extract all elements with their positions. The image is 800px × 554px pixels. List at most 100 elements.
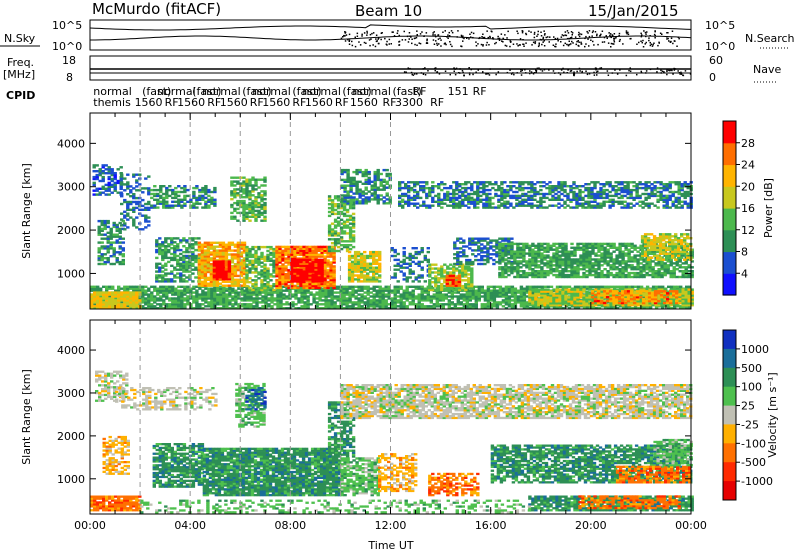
cpid-row2-label: themis xyxy=(93,96,131,109)
freq-unit: [MHz] xyxy=(3,68,35,81)
nsearch-tick-low: 10^0 xyxy=(705,40,735,53)
freq-panel: Freq. [MHz] 18 8 60 0 Nave xyxy=(3,54,781,84)
cpid-label: CPID xyxy=(6,89,35,102)
velocity-colorbar-cell xyxy=(723,386,736,407)
power-colorbar-tick: 4 xyxy=(741,267,748,280)
velocity-colorbar-cell xyxy=(723,462,736,482)
nsky-label: N.Sky xyxy=(4,32,36,45)
power-colorbar-cell xyxy=(723,186,736,209)
cpid-row2-label: 1560 xyxy=(177,96,205,109)
nave-tick-high: 60 xyxy=(709,54,723,67)
velocity-colorbar-cell xyxy=(723,367,736,388)
cpid-row2-label: RF xyxy=(165,96,179,109)
velocity-colorbar-tick: -1000 xyxy=(741,475,773,488)
cpid-row1-label: (fast) xyxy=(393,85,422,98)
cpid-row1-label: normal xyxy=(202,85,241,98)
nave-label: Nave xyxy=(753,63,781,76)
station-title: McMurdo (fitACF) xyxy=(92,0,221,18)
cpid-row2-label: RF xyxy=(250,96,264,109)
y-tick-label: 4000 xyxy=(57,137,85,150)
freq-tick-high: 18 xyxy=(62,54,76,67)
cpid-row2-label: RF xyxy=(430,96,444,109)
y-tick-label: 4000 xyxy=(57,344,85,357)
cpid-row2-label: 1560 xyxy=(262,96,290,109)
power-colorbar-tick: 24 xyxy=(741,159,755,172)
cpid-row2-label: RF xyxy=(382,96,396,109)
y-tick-label: 2000 xyxy=(57,430,85,443)
power-colorbar-tick: 8 xyxy=(741,246,748,259)
y-tick-label: 3000 xyxy=(57,181,85,194)
freq-tick-low: 8 xyxy=(66,71,73,84)
power-colorbar-cell xyxy=(723,121,736,144)
x-tick-label: 08:00 xyxy=(274,519,306,532)
freq-label: Freq. xyxy=(7,56,34,69)
cpid-row2-label: RF xyxy=(207,96,221,109)
velocity-panel: 1000 2000 3000 4000 00:00 04:00 08:00 12:00 16:… xyxy=(20,319,707,552)
power-panel: 1000 2000 3000 4000 Slant Range [km] xyxy=(20,112,694,310)
velocity-colorbar-cell xyxy=(723,405,736,425)
beam-title: Beam 10 xyxy=(355,2,422,20)
power-colorbar-cell xyxy=(723,142,736,166)
power-colorbar-cell xyxy=(723,251,736,274)
velocity-colorbar-cell xyxy=(723,443,736,463)
velocity-colorbar-tick: 25 xyxy=(741,400,755,413)
cpid-row1-label: normal xyxy=(93,85,132,98)
velocity-colorbar-cell xyxy=(723,481,736,501)
nave-tick-low: 0 xyxy=(709,71,716,84)
cpid-row2-label: 3300 xyxy=(395,96,423,109)
cpid-row2-label: 1560 xyxy=(350,96,378,109)
power-colorbar-tick: 28 xyxy=(741,137,755,150)
power-colorbar-cell xyxy=(723,208,736,231)
nsky-tick-high: 10^5 xyxy=(52,19,82,32)
x-tick-label: 12:00 xyxy=(375,519,407,532)
x-tick-label: 00:00 xyxy=(675,519,707,532)
velocity-colorbar-tick: 500 xyxy=(741,362,762,375)
date-title: 15/Jan/2015 xyxy=(588,2,679,20)
cpid-row1-label: normal xyxy=(157,85,196,98)
cpid-row2-label: 1560 xyxy=(305,96,333,109)
velocity-colorbar-tick: 1000 xyxy=(741,343,769,356)
power-colorbar-cell xyxy=(723,229,736,253)
power-ylabel: Slant Range [km] xyxy=(20,163,33,259)
x-tick-label: 16:00 xyxy=(475,519,507,532)
cpid-row1-label: (fast) xyxy=(342,85,371,98)
velocity-colorbar-cell xyxy=(723,330,736,350)
x-tick-label: 20:00 xyxy=(575,519,607,532)
power-colorbar: 4 8 12 16 20 24 28 Power [dB] xyxy=(722,120,775,296)
cpid-row1-label: 151 xyxy=(448,85,469,98)
cpid-row1-label: normal xyxy=(302,85,341,98)
velocity-colorbar: 1000 500 100 25 -25 -100 -500 -1000 Velocity [m… xyxy=(722,329,779,501)
cpid-row1-label: normal xyxy=(352,85,391,98)
velocity-colorbar-tick: -100 xyxy=(741,437,766,450)
cpid-row1-label: (fast) xyxy=(242,85,271,98)
cpid-row2-label: RF xyxy=(292,96,306,109)
y-tick-label: 2000 xyxy=(57,224,85,237)
velocity-colorbar-tick: -25 xyxy=(741,418,759,431)
cpid-row1-label: (fast) xyxy=(192,85,221,98)
cpid-row2-label: 1560 xyxy=(220,96,248,109)
cpid-row1-label: (fast) xyxy=(292,85,321,98)
nsearch-label: N.Search xyxy=(745,32,795,45)
velocity-colorbar-cell xyxy=(723,424,736,444)
cpid-row1-label: normal xyxy=(252,85,291,98)
cpid-row1-label: RF xyxy=(473,85,487,98)
x-tick-label: 04:00 xyxy=(174,519,206,532)
cpid-row1-label: RF xyxy=(413,85,427,98)
velocity-colorbar-tick: -500 xyxy=(741,456,766,469)
velocity-colorbar-tick: 100 xyxy=(741,381,762,394)
power-colorbar-tick: 12 xyxy=(741,224,755,237)
velocity-ylabel: Slant Range [km] xyxy=(20,369,33,465)
cpid-row2-label: RF xyxy=(335,96,349,109)
power-colorbar-tick: 20 xyxy=(741,180,755,193)
y-tick-label: 3000 xyxy=(57,387,85,400)
power-colorbar-tick: 16 xyxy=(741,202,755,215)
power-colorbar-cell xyxy=(723,273,736,296)
cpid-row1-label: (fast) xyxy=(142,85,171,98)
x-tick-label: 00:00 xyxy=(74,519,106,532)
velocity-colorbar-cell xyxy=(723,348,736,369)
nsearch-tick-high: 10^5 xyxy=(705,19,735,32)
cpid-row2-label: 1560 xyxy=(135,96,163,109)
power-colorbar-label: Power [dB] xyxy=(762,178,775,238)
cpid-annotations: normal (fast)normal(fast)normal (fast)norm… xyxy=(93,85,486,109)
